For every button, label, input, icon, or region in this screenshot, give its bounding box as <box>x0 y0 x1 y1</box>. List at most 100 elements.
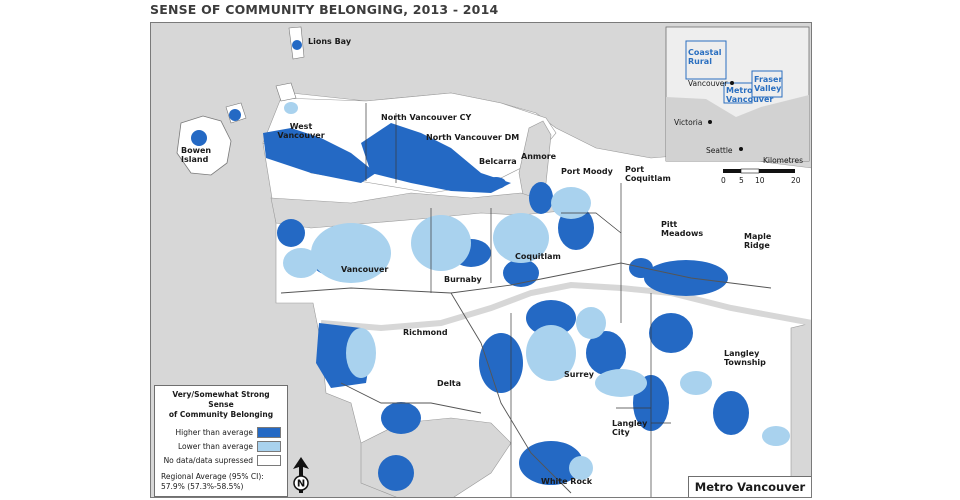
land-bowen-island <box>176 115 232 176</box>
patch-van-light-2 <box>283 248 319 278</box>
place-white-rock: White Rock <box>541 477 593 486</box>
place-burnaby: Burnaby <box>444 275 483 284</box>
legend-title: Very/Somewhat Strong Sense of Community … <box>168 390 274 419</box>
patch-port-moody-light <box>551 187 591 219</box>
patch-tsawwassen <box>378 455 414 491</box>
place-port-coquitlam: Port Coquitlam <box>625 165 671 183</box>
inset-fraser-valley-label: Fraser Valley <box>754 75 782 93</box>
inset-fraser-valley-box <box>751 70 783 98</box>
road-line <box>280 262 772 294</box>
patch-surrey-light-2 <box>576 307 606 339</box>
road-line <box>340 382 482 414</box>
legend-item-label: Higher than average <box>175 428 253 437</box>
road-line <box>450 292 572 494</box>
scale-bar-tick: 10 <box>755 176 765 185</box>
scale-bar-segment <box>740 168 760 174</box>
place-surrey: Surrey <box>564 370 595 379</box>
place-langley-city: Langley City <box>612 419 648 437</box>
patch-coquitlam-n <box>529 182 553 214</box>
place-vancouver: Vancouver <box>341 265 388 274</box>
place-port-moody: Port Moody <box>561 167 614 176</box>
patch-langley-light-2 <box>680 371 712 395</box>
patch-bowen <box>191 130 207 146</box>
map-canvas: Lions Bay West Vancouver North Vancouver … <box>176 26 811 497</box>
patch-aldergrove-light <box>762 426 790 446</box>
patch-van-light <box>311 223 391 283</box>
patch-van-west <box>277 219 305 247</box>
legend-item-lower: Lower than average <box>161 440 281 453</box>
legend-swatch-no-data <box>257 455 281 466</box>
patch-maple-ridge <box>644 260 728 296</box>
patch-belcarra <box>486 177 506 189</box>
inset-victoria-dot <box>708 120 712 124</box>
patch-white-rock <box>519 441 583 485</box>
legend-item-label: No data/data supressed <box>163 456 253 465</box>
inset-metro-vancouver-label: Metro Vancouver <box>726 86 773 104</box>
municipal-boundaries <box>365 103 671 497</box>
inset-vancouver-dot <box>730 81 734 85</box>
place-north-vancouver-cy: North Vancouver CY <box>381 113 471 122</box>
legend-item-no-data: No data/data supressed <box>161 454 281 467</box>
place-coquitlam: Coquitlam <box>515 252 561 261</box>
patch-surrey-n <box>526 300 576 336</box>
legend-regional-average: Regional Average (95% CI): 57.9% (57.3%-… <box>161 472 264 491</box>
roads <box>280 262 772 494</box>
north-label: N <box>297 479 305 490</box>
scale-bar-tick: 0 <box>721 176 726 185</box>
inset-seattle-dot <box>739 147 743 151</box>
patch-burnaby-light <box>411 215 471 271</box>
inset-victoria-label: Victoria <box>674 118 702 127</box>
north-arrow-shaft <box>293 457 309 493</box>
inset-seattle-label: Seattle <box>706 146 733 155</box>
legend-item-label: Lower than average <box>178 442 253 451</box>
patch-white-rock-light <box>569 456 593 480</box>
scale-bar-segment <box>723 169 741 173</box>
patch-langley-twp <box>649 313 693 353</box>
scale-bar-tick: 20 <box>791 176 801 185</box>
land-islet <box>275 82 297 102</box>
patch-surrey-w <box>479 333 523 393</box>
legend-item-higher: Higher than average <box>161 426 281 439</box>
north-arrow-icon: N <box>293 457 309 493</box>
patch-coquitlam-light <box>493 213 549 263</box>
patch-lions-bay <box>292 40 302 50</box>
place-langley-township: Langley Township <box>724 349 766 367</box>
legend-swatch-higher <box>257 427 281 438</box>
water-fraser-river <box>320 281 811 332</box>
north-arrow-ring <box>293 475 309 491</box>
place-anmore: Anmore <box>521 152 557 161</box>
place-maple-ridge: Maple Ridge <box>744 232 772 250</box>
place-north-vancouver-dm: North Vancouver DM <box>426 133 519 142</box>
inset-vancouver-label: Vancouver <box>688 79 728 88</box>
patch-surrey-light <box>526 325 576 381</box>
place-richmond: Richmond <box>403 328 448 337</box>
patch-richmond-light <box>346 328 376 378</box>
scale-bar-tick: 5 <box>739 176 744 185</box>
place-delta: Delta <box>437 379 461 388</box>
patch-west-van <box>263 128 376 183</box>
map-frame: Lions Bay West Vancouver North Vancouver … <box>150 22 812 498</box>
patch-langley-light <box>595 369 647 397</box>
place-pitt-meadows: Pitt Meadows <box>661 220 703 238</box>
region-label: Metro Vancouver <box>688 476 811 497</box>
patch-north-van <box>361 123 511 193</box>
inset-coastal-rural-box <box>685 40 727 80</box>
patch-islet <box>229 109 241 121</box>
lower-than-average-areas <box>283 102 790 480</box>
scale-bar-unit: Kilometres <box>763 156 803 165</box>
place-west-vancouver: West Vancouver <box>277 122 324 140</box>
patch-delta <box>381 402 421 434</box>
patch-coquitlam <box>503 259 539 287</box>
legend: Very/Somewhat Strong Sense of Community … <box>154 385 288 497</box>
boundary-line <box>561 212 622 234</box>
north-arrow: N <box>290 455 312 497</box>
page-title: SENSE OF COMMUNITY BELONGING, 2013 - 201… <box>150 2 499 17</box>
inset-coastal-rural-label: Coastal Rural <box>688 48 722 66</box>
scale-bar-segment <box>759 169 795 173</box>
patch-surrey-e <box>586 331 626 375</box>
patch-west-van-light <box>284 102 298 114</box>
place-bowen-island: Bowen Island <box>181 146 211 164</box>
scale-bar: Kilometres 0 5 10 20 <box>721 156 803 185</box>
patch-langley-twp-s <box>713 391 749 435</box>
legend-swatch-lower <box>257 441 281 452</box>
